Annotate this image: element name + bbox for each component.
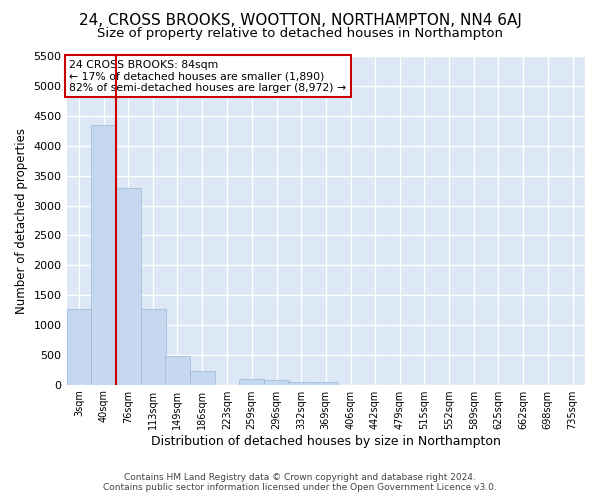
- Bar: [165, 356, 190, 384]
- Bar: [116, 188, 141, 384]
- Bar: [239, 379, 264, 384]
- Bar: [67, 309, 91, 384]
- Bar: [264, 380, 289, 384]
- Bar: [91, 125, 116, 384]
- Bar: [313, 382, 338, 384]
- Text: 24 CROSS BROOKS: 84sqm
← 17% of detached houses are smaller (1,890)
82% of semi-: 24 CROSS BROOKS: 84sqm ← 17% of detached…: [69, 60, 346, 93]
- Y-axis label: Number of detached properties: Number of detached properties: [15, 128, 28, 314]
- Text: 24, CROSS BROOKS, WOOTTON, NORTHAMPTON, NN4 6AJ: 24, CROSS BROOKS, WOOTTON, NORTHAMPTON, …: [79, 12, 521, 28]
- Bar: [289, 382, 313, 384]
- Bar: [141, 309, 166, 384]
- Text: Size of property relative to detached houses in Northampton: Size of property relative to detached ho…: [97, 28, 503, 40]
- X-axis label: Distribution of detached houses by size in Northampton: Distribution of detached houses by size …: [151, 434, 501, 448]
- Text: Contains HM Land Registry data © Crown copyright and database right 2024.
Contai: Contains HM Land Registry data © Crown c…: [103, 473, 497, 492]
- Bar: [190, 372, 215, 384]
